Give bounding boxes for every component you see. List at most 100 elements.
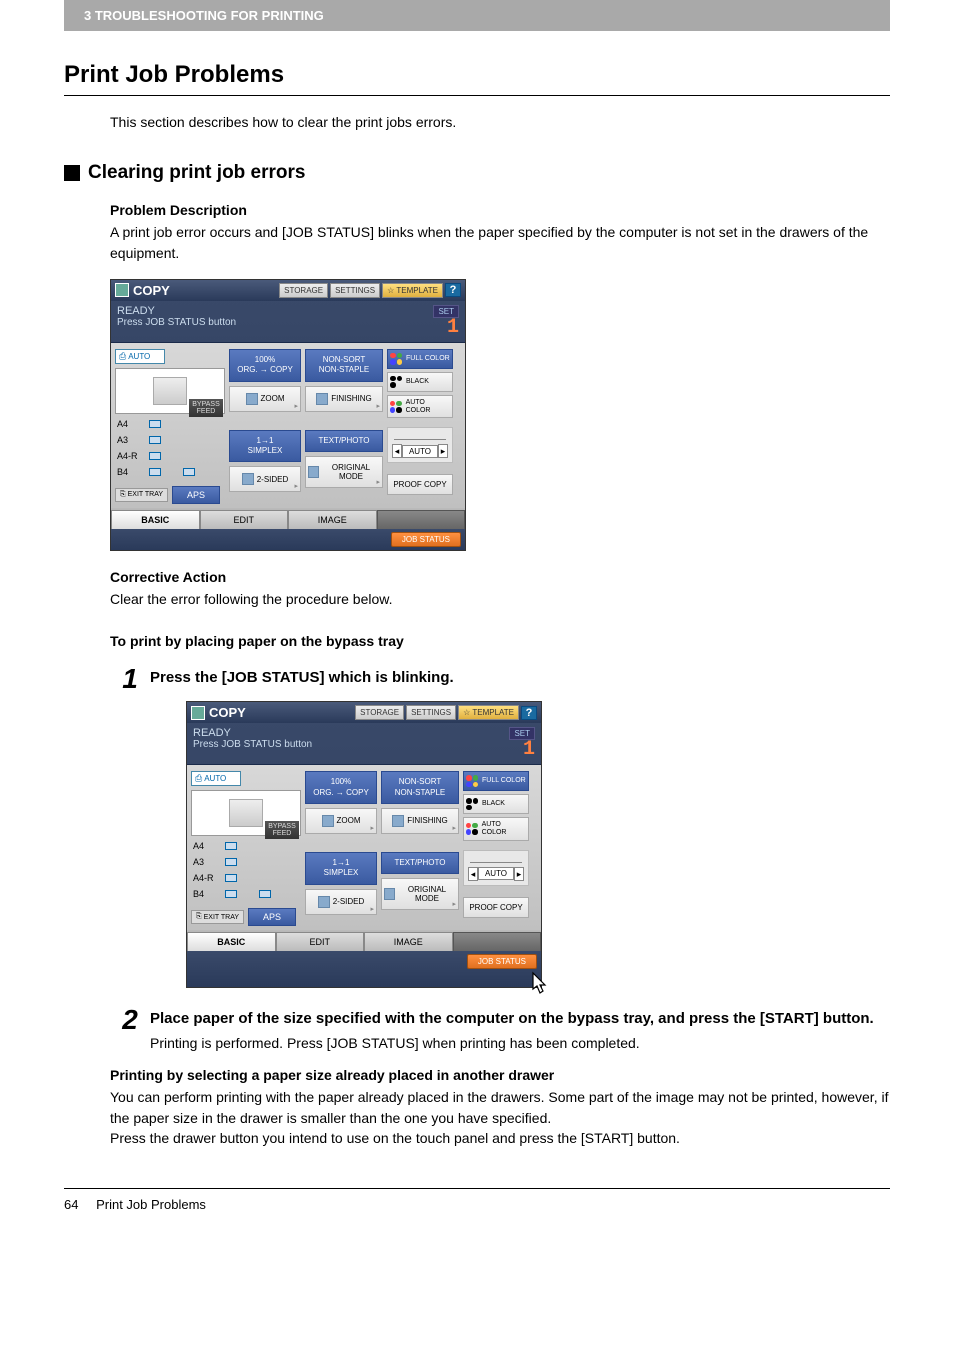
page-footer: 64 Print Job Problems [0,1197,954,1212]
tab-basic-2[interactable]: BASIC [187,932,276,951]
template-button-2[interactable]: ☆ TEMPLATE [458,705,519,720]
screenshot-2: COPY STORAGE SETTINGS ☆ TEMPLATE ? READY… [186,701,890,988]
step-1-number: 1 [110,665,150,693]
exit-tray-button-2[interactable]: ⎘ EXIT TRAY [191,910,244,924]
status-message-2: Press JOB STATUS button [193,739,312,750]
help-button-2[interactable]: ? [521,706,537,720]
problem-heading: Problem Description [110,202,890,218]
ready-label-2: READY [193,727,312,739]
aps-button-2[interactable]: APS [248,908,296,926]
step-2-title: Place paper of the size specified with t… [150,1010,890,1027]
auto-color-button[interactable]: AUTO COLOR [387,395,453,418]
status-message: Press JOB STATUS button [117,317,236,328]
alt-p2: Press the drawer button you intend to us… [110,1128,890,1148]
settings-button[interactable]: SETTINGS [330,283,380,298]
auto-badge: AUTO [115,349,165,364]
tray-a4-2[interactable]: A4 [191,840,301,852]
template-button[interactable]: ☆ TEMPLATE [382,283,443,298]
footer-title: Print Job Problems [96,1197,206,1212]
tray-a4[interactable]: A4 [115,418,225,430]
auto-color-button-2[interactable]: AUTO COLOR [463,817,529,840]
finishing-button[interactable]: FINISHING▸ [305,386,383,412]
auto-badge-2: AUTO [191,771,241,786]
corrective-heading: Corrective Action [110,569,890,585]
twosided-icon [242,473,254,485]
aps-button[interactable]: APS [172,486,220,504]
page-number: 64 [64,1197,78,1212]
twosided-button-2[interactable]: 2-SIDED▸ [305,889,377,915]
copy-icon-2 [191,706,205,720]
screenshot-1: COPY STORAGE SETTINGS ☆ TEMPLATE ? READY… [110,279,890,551]
alt-heading: Printing by selecting a paper size alrea… [110,1067,890,1083]
full-color-button-2[interactable]: FULL COLOR [463,771,529,791]
tray-a4r-2[interactable]: A4-R [191,872,301,884]
proof-copy-button-2[interactable]: PROOF COPY [463,897,529,918]
subsection-heading: Clearing print job errors [64,162,890,184]
cursor-pointer-icon [523,969,553,999]
full-color-button[interactable]: FULL COLOR [387,349,453,369]
zoom-icon [246,393,258,405]
density-left-icon[interactable]: ◂ [392,444,402,458]
bypass-feed-button[interactable]: BYPASS FEED [189,399,223,417]
step-1: 1 Press the [JOB STATUS] which is blinki… [110,665,890,693]
black-button[interactable]: BLACK [387,372,453,392]
tray-b4[interactable]: B4 [115,466,225,478]
sort-info-2: NON-SORTNON-STAPLE [381,771,459,804]
problem-text: A print job error occurs and [JOB STATUS… [110,222,890,263]
ready-label: READY [117,305,236,317]
step-2-number: 2 [110,1006,150,1034]
zoom-info: 100%ORG. → COPY [229,349,301,382]
tab-blank [377,510,466,529]
tray-b4-2[interactable]: B4 [191,888,301,900]
copy-panel: COPY STORAGE SETTINGS ☆ TEMPLATE ? READY… [110,279,466,551]
settings-button-2[interactable]: SETTINGS [406,705,456,720]
tab-edit[interactable]: EDIT [200,510,289,529]
zoom-button-2[interactable]: ZOOM▸ [305,808,377,834]
density-auto[interactable]: AUTO [402,445,438,458]
step-2-text: Printing is performed. Press [JOB STATUS… [150,1033,890,1053]
copy-label-2: COPY [191,705,353,720]
twosided-button[interactable]: 2-SIDED▸ [229,466,301,492]
copy-label: COPY [115,283,277,298]
bypass-feed-button-2[interactable]: BYPASS FEED [265,821,299,839]
tray-a4r[interactable]: A4-R [115,450,225,462]
step-1-title: Press the [JOB STATUS] which is blinking… [150,669,890,686]
tab-basic[interactable]: BASIC [111,510,200,529]
textphoto-info-2: TEXT/PHOTO [381,852,459,874]
copy-panel-2: COPY STORAGE SETTINGS ☆ TEMPLATE ? READY… [186,701,542,988]
alt-p1: You can perform printing with the paper … [110,1087,890,1128]
textphoto-info: TEXT/PHOTO [305,430,383,452]
intro-text: This section describes how to clear the … [110,112,890,132]
tray-a3-2[interactable]: A3 [191,856,301,868]
storage-button-2[interactable]: STORAGE [355,705,404,720]
original-mode-button-2[interactable]: ORIGINAL MODE▸ [381,878,459,910]
procedure-heading: To print by placing paper on the bypass … [110,633,890,649]
simplex-info: 1→1SIMPLEX [229,430,301,463]
help-button[interactable]: ? [445,283,461,297]
page-title: Print Job Problems [64,61,890,89]
tab-image-2[interactable]: IMAGE [364,932,453,951]
black-button-2[interactable]: BLACK [463,794,529,814]
proof-copy-button[interactable]: PROOF COPY [387,474,453,495]
job-status-button[interactable]: JOB STATUS [391,532,461,547]
tab-blank-2 [453,932,542,951]
zoom-button[interactable]: ZOOM▸ [229,386,301,412]
density-slider[interactable]: ◂AUTO▸ [387,427,453,463]
title-rule [64,95,890,96]
footer-rule [64,1188,890,1189]
tab-edit-2[interactable]: EDIT [276,932,365,951]
chapter-header: 3 TROUBLESHOOTING FOR PRINTING [64,0,890,31]
tray-a3[interactable]: A3 [115,434,225,446]
tab-image[interactable]: IMAGE [288,510,377,529]
copy-icon [115,283,129,297]
finishing-button-2[interactable]: FINISHING▸ [381,808,459,834]
density-right-icon[interactable]: ▸ [438,444,448,458]
density-slider-2[interactable]: ◂AUTO▸ [463,850,529,886]
subsection-title: Clearing print job errors [88,162,305,184]
exit-tray-button[interactable]: ⎘ EXIT TRAY [115,488,168,502]
set-value: 1 [433,318,459,338]
corrective-text: Clear the error following the procedure … [110,589,890,609]
storage-button[interactable]: STORAGE [279,283,328,298]
original-mode-button[interactable]: ORIGINAL MODE▸ [305,456,383,488]
job-status-button-2[interactable]: JOB STATUS [467,954,537,969]
